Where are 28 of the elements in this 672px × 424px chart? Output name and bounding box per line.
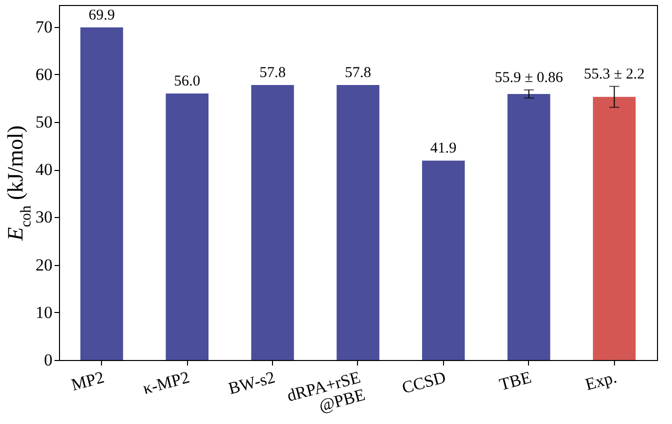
bar — [166, 94, 208, 360]
y-tick-label: 50 — [36, 112, 52, 132]
data-label: 55.9 ± 0.86 — [494, 70, 564, 86]
y-tick-label: 40 — [36, 160, 52, 180]
y-tick-label: 20 — [36, 255, 52, 274]
x-tick-label: Exp. — [583, 368, 619, 394]
x-tick-label: CCSD — [400, 368, 448, 398]
data-label: 69.9 — [88, 7, 115, 24]
bar — [422, 160, 465, 360]
bar — [508, 94, 550, 360]
data-label: 41.9 — [430, 140, 457, 157]
data-label: 55.3 ± 2.2 — [584, 66, 645, 82]
data-label: 57.8 — [259, 64, 286, 81]
bar — [592, 96, 636, 360]
bar — [80, 27, 124, 360]
x-tick-label: TBE — [497, 368, 534, 394]
y-tick-label: 70 — [36, 17, 52, 36]
y-tick-label: 30 — [36, 208, 52, 227]
bar — [251, 84, 294, 360]
y-tick-label: 0 — [44, 350, 52, 370]
y-tick-label: 10 — [36, 302, 52, 322]
bar — [336, 84, 380, 360]
x-tick-label: BW-s2 — [226, 368, 277, 398]
x-tick-label: κ-MP2 — [140, 368, 192, 398]
y-tick-label: 60 — [36, 64, 52, 84]
x-tick-label: MP2 — [69, 368, 106, 394]
data-label: 56.0 — [174, 74, 200, 90]
data-label: 57.8 — [344, 64, 372, 81]
